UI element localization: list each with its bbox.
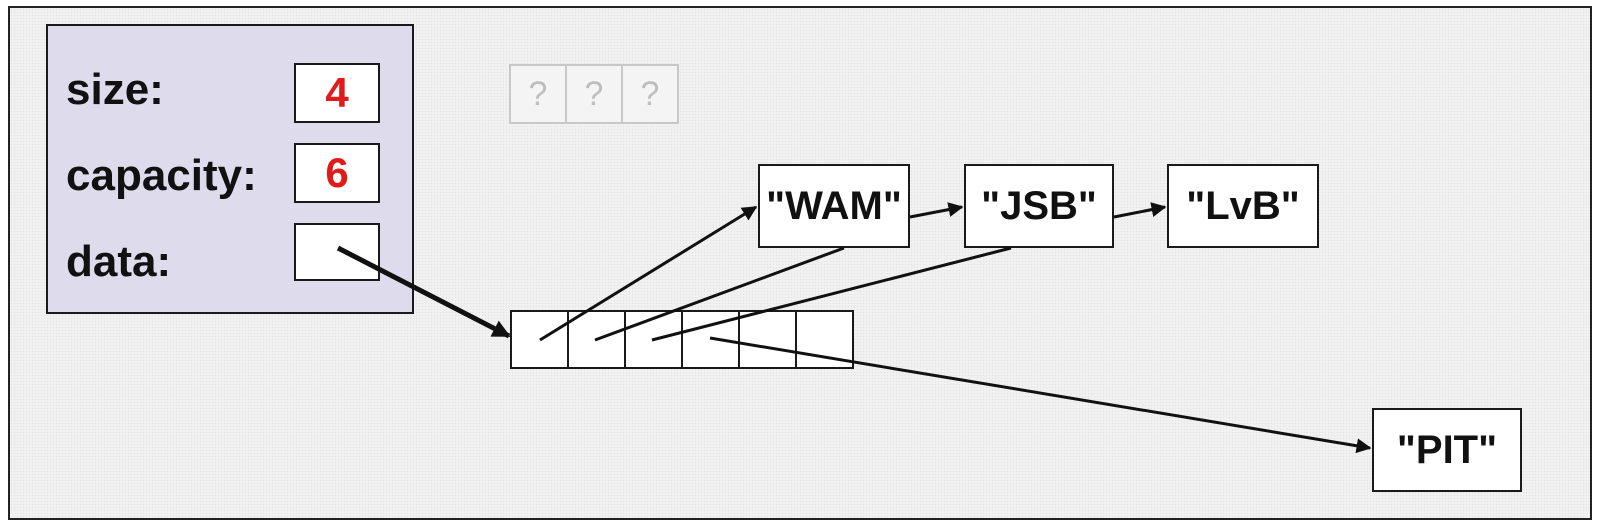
string-lvb: "LvB" bbox=[1167, 164, 1319, 248]
ghost-cell-2: ? bbox=[565, 64, 623, 124]
array-cell-3 bbox=[681, 310, 740, 369]
string-pit: "PIT" bbox=[1372, 408, 1522, 492]
string-wam: "WAM" bbox=[758, 164, 910, 248]
ghost-cell-1: ? bbox=[509, 64, 567, 124]
size-value-box: 4 bbox=[294, 63, 380, 123]
struct-panel: size: 4 capacity: 6 data: bbox=[46, 24, 414, 314]
ghost-cell-3: ? bbox=[621, 64, 679, 124]
diagram-canvas: size: 4 capacity: 6 data: ? ? ? "WAM" "J… bbox=[8, 6, 1592, 520]
data-pointer-box bbox=[294, 223, 380, 281]
arrow-wam-to-jsb bbox=[909, 202, 964, 219]
data-label: data: bbox=[66, 237, 172, 286]
array-cell-5 bbox=[795, 310, 854, 369]
string-jsb: "JSB" bbox=[964, 164, 1114, 248]
capacity-label: capacity: bbox=[66, 151, 257, 200]
capacity-value-box: 6 bbox=[294, 143, 380, 203]
arrow-jsb-to-lvb bbox=[1113, 202, 1167, 219]
array-cell-4 bbox=[738, 310, 797, 369]
size-label: size: bbox=[66, 65, 164, 114]
array-cell-1 bbox=[567, 310, 626, 369]
array-cell-2 bbox=[624, 310, 683, 369]
array-cell-0 bbox=[510, 310, 569, 369]
